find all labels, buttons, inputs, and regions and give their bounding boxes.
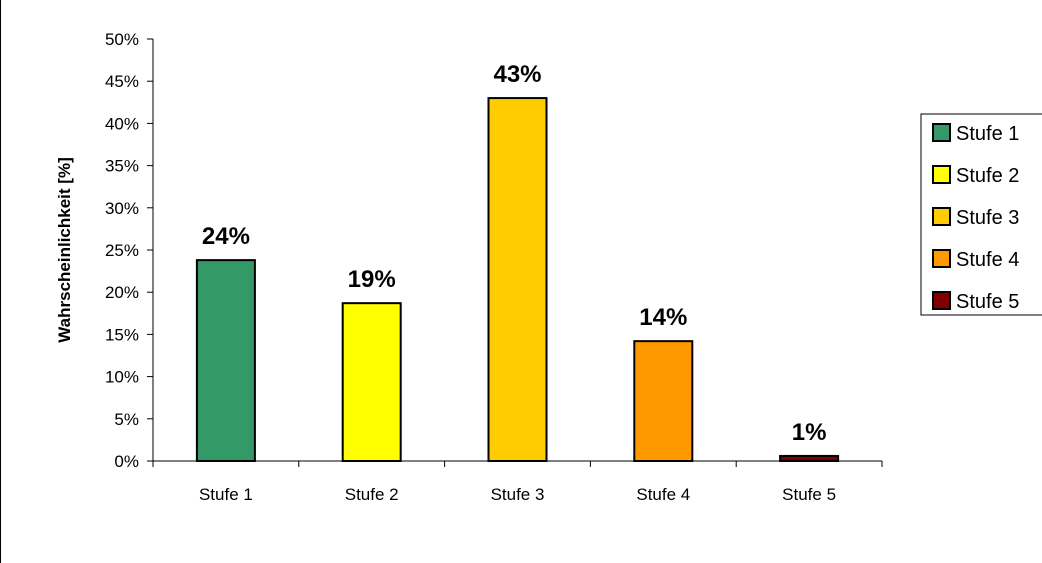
legend-swatch (932, 249, 951, 268)
legend-swatch (932, 207, 951, 226)
legend-label: Stufe 4 (956, 249, 1019, 271)
bars (195, 97, 840, 463)
x-tick-label: Stufe 2 (345, 485, 399, 504)
bar (487, 97, 548, 463)
x-tick-label: Stufe 3 (491, 485, 545, 504)
y-axis-label: Wahrscheinlichkeit [%] (55, 157, 74, 342)
y-tick-label: 20% (105, 283, 139, 302)
legend-label: Stufe 5 (956, 291, 1019, 313)
legend-swatch (932, 165, 951, 184)
legend-label: Stufe 1 (956, 123, 1019, 145)
legend-label: Stufe 3 (956, 207, 1019, 229)
data-label: 1% (792, 419, 827, 446)
x-axis-ticks: Stufe 1 Stufe 2 Stufe 3 Stufe 4 Stufe 5 (152, 461, 883, 504)
y-tick-label: 25% (105, 241, 139, 260)
legend-swatch (932, 123, 951, 142)
bar (341, 302, 402, 462)
x-tick-label: Stufe 5 (782, 485, 836, 504)
y-tick-label: 5% (114, 410, 139, 429)
x-tick-label: Stufe 1 (199, 485, 253, 504)
bar (633, 340, 694, 463)
data-label: 19% (348, 266, 396, 293)
legend: Stufe 1 Stufe 2 Stufe 3 Stufe 4 Stufe 5 (920, 113, 1042, 316)
y-tick-label: 40% (105, 114, 139, 133)
legend-swatch (932, 291, 951, 310)
y-tick-label: 10% (105, 368, 139, 387)
y-tick-label: 50% (105, 30, 139, 49)
x-tick-label: Stufe 4 (636, 485, 690, 504)
y-tick-label: 45% (105, 72, 139, 91)
y-tick-label: 35% (105, 157, 139, 176)
y-tick-label: 15% (105, 325, 139, 344)
y-tick-label: 30% (105, 199, 139, 218)
bar (195, 259, 256, 462)
data-label: 14% (639, 304, 687, 331)
data-label: 43% (493, 61, 541, 88)
y-axis-ticks: 0% 5% 10% 15% 20% 25% 30% 35% 40% 45% 50% (105, 30, 153, 471)
y-tick-label: 0% (114, 452, 139, 471)
data-label: 24% (202, 223, 250, 250)
bar (779, 454, 840, 463)
data-labels: 24% 19% 43% 14% 1% (202, 61, 827, 446)
legend-label: Stufe 2 (956, 165, 1019, 187)
